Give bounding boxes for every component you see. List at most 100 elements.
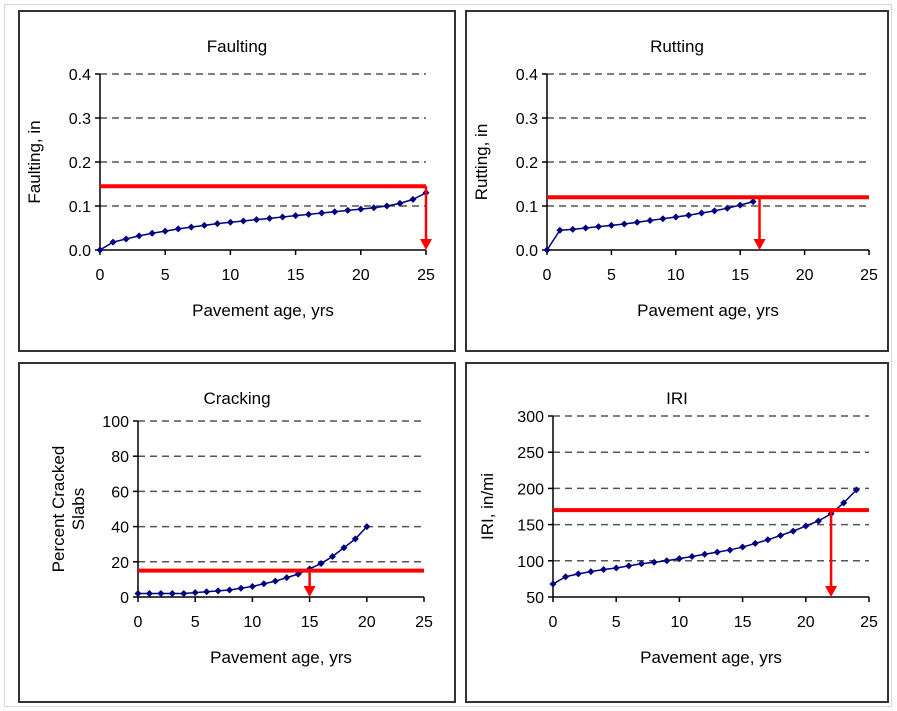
faulting-x-tick-label: 15 [287,267,305,284]
cracking-data-point [363,523,371,531]
faulting-x-tick-label: 20 [352,267,370,284]
rutting-y-tick-label: 0.0 [516,243,538,260]
faulting-data-point [174,225,182,233]
cracking-data-point [271,577,279,585]
faulting-x-tick-label: 5 [161,267,170,284]
rutting-data-point [607,221,615,229]
cracking-data-point [260,580,268,588]
cracking-data-point [351,535,359,543]
faulting-y-tick-label: 0.2 [69,155,91,172]
faulting-x-tick-label: 10 [222,267,240,284]
iri-data-point [574,570,582,578]
iri-y-tick-label: 250 [517,445,544,462]
iri-threshold-arrow-head [825,586,838,597]
iri-data-point [726,546,734,554]
rutting-panel: Rutting 0.0 0.1 0.2 0.3 0.4 0 5 10 15 20 25 Pavement… [465,10,889,352]
iri-data-point [675,555,683,563]
cracking-data-point [328,553,336,561]
iri-data-point [764,536,772,544]
cracking-title: Cracking [203,389,270,408]
rutting-data-point [620,220,628,228]
cracking-data-point [340,544,348,552]
cracking-y-tick-label: 0 [120,590,129,607]
rutting-data-point [582,224,590,232]
rutting-x-tick-label: 20 [796,267,814,284]
cracking-x-tick-label: 10 [244,614,262,631]
rutting-data-point [749,198,757,206]
faulting-threshold-arrow-head [420,239,432,250]
cracking-y-tick-label: 20 [111,555,129,572]
faulting-data-point [148,229,156,237]
cracking-threshold-arrow-head [303,586,316,597]
cracking-data-point [283,574,291,582]
rutting-y-label: Rutting, in [472,124,491,201]
rutting-x-tick-label: 0 [543,267,552,284]
iri-data-point [549,580,557,588]
faulting-data-point [252,216,260,224]
iri-data-point [650,558,658,566]
iri-y-label: IRI, in/mi [478,473,497,540]
faulting-data-point [187,223,195,231]
cracking-data-point [180,589,188,597]
cracking-y-label: Percent CrackedSlabs [49,446,88,573]
iri-data-point [814,517,822,525]
iri-x-tick-label: 20 [797,614,815,631]
iri-data-point [840,499,848,507]
iri-data-point [713,548,721,556]
cracking-data-point [157,589,165,597]
rutting-y-tick-label: 0.4 [516,67,538,84]
iri-title: IRI [666,389,688,408]
iri-data-point [701,550,709,558]
faulting-data-point [331,208,339,216]
faulting-data-point [266,214,274,222]
faulting-y-tick-label: 0.1 [69,199,91,216]
faulting-y-label: Faulting, in [25,120,44,203]
rutting-data-point [595,223,603,231]
rutting-data-point [685,211,693,219]
faulting-data-point [318,209,326,217]
faulting-data-point [279,213,287,221]
faulting-data-point [357,205,365,213]
cracking-y-tick-label: 100 [102,414,129,431]
cracking-y-tick-label: 80 [111,449,129,466]
rutting-data-point [569,225,577,233]
rutting-data-point [736,201,744,209]
rutting-y-tick-label: 0.2 [516,155,538,172]
faulting-series-line [99,192,427,251]
iri-x-tick-label: 5 [612,614,621,631]
cracking-chart: Cracking 0 20 40 60 80 100 0 5 10 15 20 25 Pavement a… [49,389,433,667]
rutting-data-point [556,226,564,234]
cracking-y-label-line: Slabs [69,488,88,531]
rutting-data-point [659,215,667,223]
rutting-series-line [546,200,754,251]
rutting-data-point [646,217,654,225]
faulting-x-tick-label: 0 [96,267,105,284]
faulting-data-point [383,202,391,210]
cracking-y-tick-label: 40 [111,520,129,537]
faulting-y-tick-label: 0.0 [69,243,91,260]
faulting-data-point [161,227,169,235]
faulting-data-point [396,199,404,207]
rutting-y-tick-label: 0.1 [516,199,538,216]
cracking-data-point [248,582,256,590]
rutting-data-point [672,213,680,221]
iri-data-point [802,522,810,530]
faulting-data-point [135,232,143,240]
faulting-data-point [344,206,352,214]
iri-data-point [739,543,747,551]
rutting-chart: Rutting 0.0 0.1 0.2 0.3 0.4 0 5 10 15 20 25 Pavement… [472,37,878,320]
cracking-x-tick-label: 25 [415,614,433,631]
cracking-x-tick-label: 20 [358,614,376,631]
cracking-x-tick-label: 15 [301,614,319,631]
cracking-data-point [237,584,245,592]
iri-y-tick-label: 200 [517,481,544,498]
cracking-data-point [134,589,142,597]
faulting-y-tick-label: 0.3 [69,111,91,128]
faulting-data-point [292,212,300,220]
cracking-data-point [226,586,234,594]
iri-data-point [587,568,595,576]
iri-x-tick-label: 0 [549,614,558,631]
rutting-x-tick-label: 15 [731,267,749,284]
iri-data-point [777,531,785,539]
rutting-y-tick-label: 0.3 [516,111,538,128]
